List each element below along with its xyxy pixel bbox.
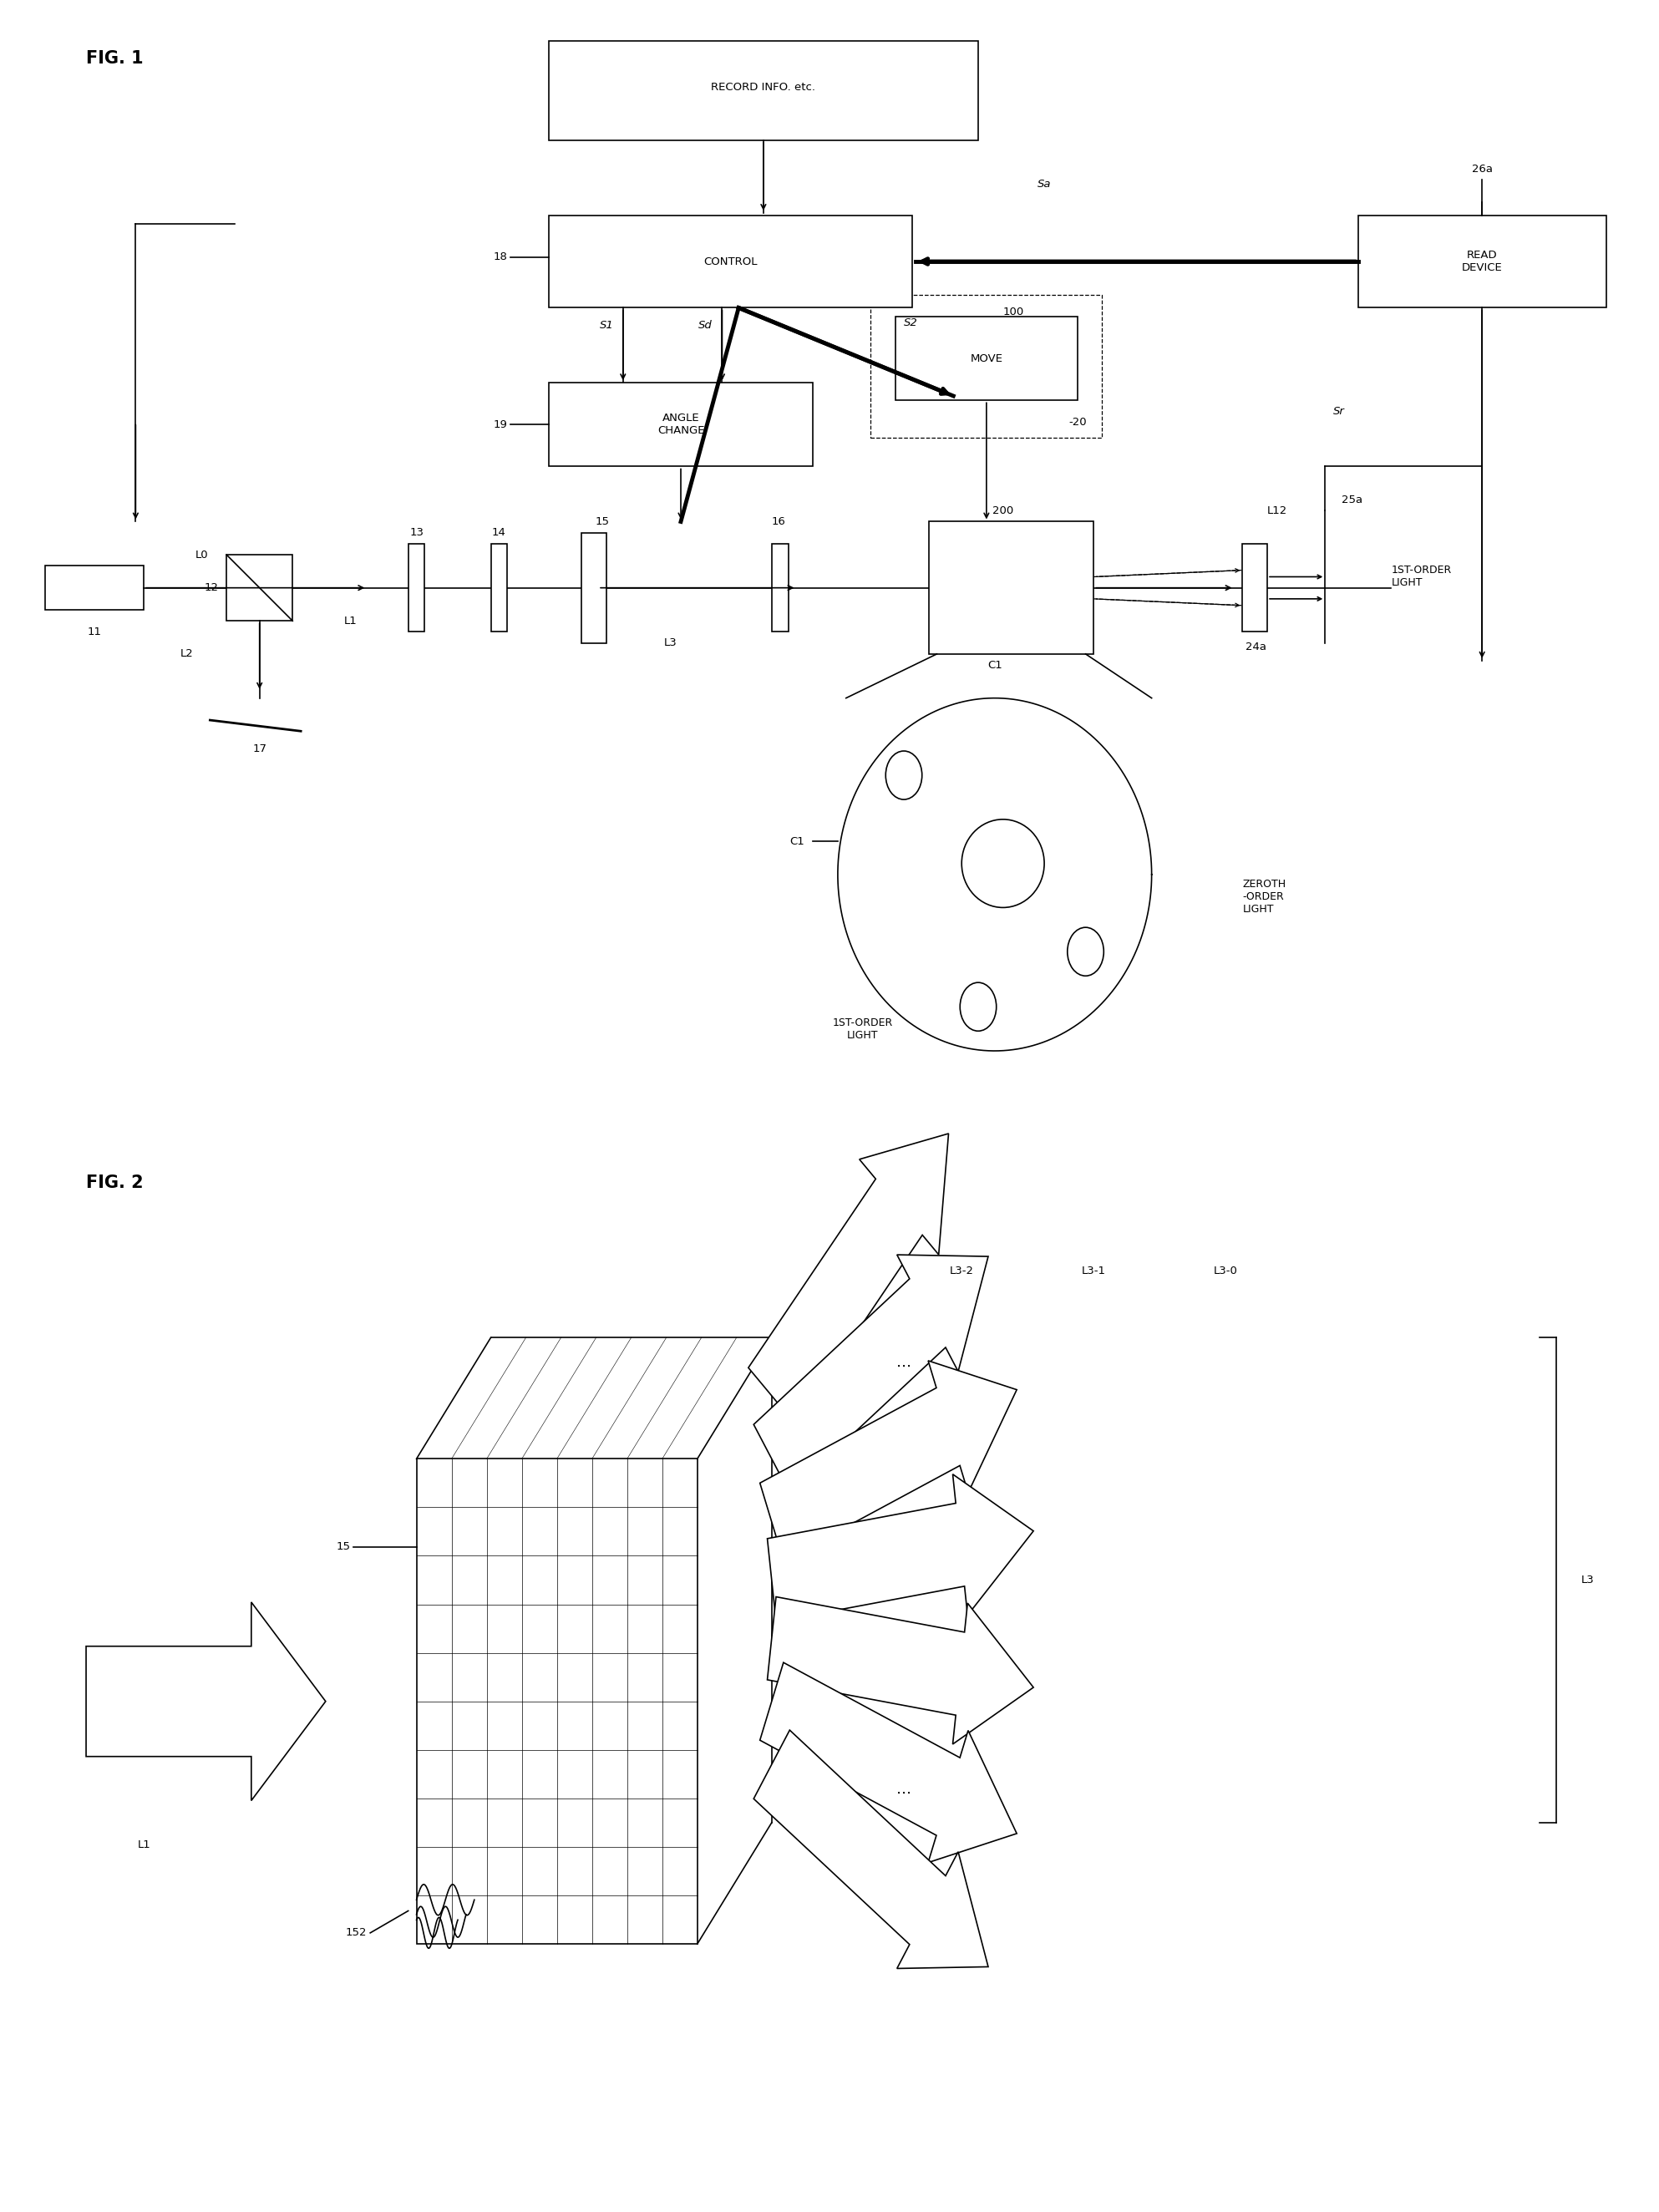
Text: Sd: Sd xyxy=(698,321,713,332)
Text: 13: 13 xyxy=(410,526,423,538)
Polygon shape xyxy=(760,1663,1017,1863)
Text: 15: 15 xyxy=(337,1542,350,1553)
Text: Sa: Sa xyxy=(1037,179,1052,190)
Circle shape xyxy=(1067,927,1103,975)
FancyBboxPatch shape xyxy=(549,383,813,467)
Text: S1: S1 xyxy=(599,321,614,332)
Text: MOVE: MOVE xyxy=(971,354,1002,365)
Text: ⋯: ⋯ xyxy=(896,1785,911,1801)
Text: 25a: 25a xyxy=(1342,493,1362,504)
Text: C1: C1 xyxy=(790,836,805,847)
Text: 152: 152 xyxy=(345,1927,367,1938)
Text: 24a: 24a xyxy=(1246,641,1266,653)
Polygon shape xyxy=(753,1254,989,1493)
Text: L0: L0 xyxy=(196,549,209,560)
FancyBboxPatch shape xyxy=(408,544,425,633)
Polygon shape xyxy=(768,1473,1034,1621)
Polygon shape xyxy=(760,1360,1017,1562)
Text: L2: L2 xyxy=(181,648,194,659)
FancyBboxPatch shape xyxy=(1359,215,1606,307)
Circle shape xyxy=(961,982,997,1031)
Text: L12: L12 xyxy=(1267,504,1287,515)
FancyBboxPatch shape xyxy=(227,555,292,622)
Text: 17: 17 xyxy=(252,743,267,754)
Text: 14: 14 xyxy=(493,526,506,538)
FancyBboxPatch shape xyxy=(549,42,979,139)
FancyBboxPatch shape xyxy=(416,1458,697,1944)
Text: L1: L1 xyxy=(138,1838,151,1849)
FancyBboxPatch shape xyxy=(491,544,508,633)
Text: ⋯: ⋯ xyxy=(896,1358,911,1374)
Text: 19: 19 xyxy=(493,420,508,429)
Text: 16: 16 xyxy=(771,515,786,526)
Text: Sr: Sr xyxy=(1334,407,1345,416)
FancyBboxPatch shape xyxy=(771,544,788,633)
Text: 11: 11 xyxy=(88,626,101,637)
Text: L3-2: L3-2 xyxy=(949,1265,974,1276)
Polygon shape xyxy=(753,1730,989,1969)
FancyBboxPatch shape xyxy=(582,533,607,644)
Text: 200: 200 xyxy=(992,504,1014,515)
Text: FIG. 2: FIG. 2 xyxy=(86,1175,143,1192)
Text: FIG. 1: FIG. 1 xyxy=(86,51,143,66)
FancyBboxPatch shape xyxy=(929,522,1093,655)
Text: S2: S2 xyxy=(904,319,917,330)
Text: L3: L3 xyxy=(1581,1575,1594,1586)
Ellipse shape xyxy=(962,818,1044,907)
FancyBboxPatch shape xyxy=(1243,544,1267,633)
Text: 1ST-ORDER
LIGHT: 1ST-ORDER LIGHT xyxy=(833,1018,893,1040)
Text: CONTROL: CONTROL xyxy=(703,257,757,268)
Text: 12: 12 xyxy=(204,582,219,593)
Text: 18: 18 xyxy=(493,252,508,263)
Text: L3-1: L3-1 xyxy=(1082,1265,1107,1276)
Text: 26a: 26a xyxy=(1472,164,1493,175)
Text: 1ST-ORDER
LIGHT: 1ST-ORDER LIGHT xyxy=(1392,564,1452,588)
Polygon shape xyxy=(768,1597,1034,1745)
Circle shape xyxy=(886,752,922,799)
Polygon shape xyxy=(748,1133,949,1425)
Text: L3: L3 xyxy=(664,637,677,648)
FancyBboxPatch shape xyxy=(549,215,912,307)
Text: ANGLE
CHANGE: ANGLE CHANGE xyxy=(657,414,705,436)
Text: -20: -20 xyxy=(1068,418,1087,427)
Text: C1: C1 xyxy=(987,659,1002,670)
Polygon shape xyxy=(86,1601,325,1801)
FancyBboxPatch shape xyxy=(896,316,1077,400)
Text: L1: L1 xyxy=(343,615,357,626)
Text: RECORD INFO. etc.: RECORD INFO. etc. xyxy=(712,82,816,93)
Text: ZEROTH
-ORDER
LIGHT: ZEROTH -ORDER LIGHT xyxy=(1243,878,1286,914)
Text: 100: 100 xyxy=(1004,307,1024,319)
Text: READ
DEVICE: READ DEVICE xyxy=(1462,250,1503,272)
Text: 15: 15 xyxy=(596,515,609,526)
Text: L3-0: L3-0 xyxy=(1214,1265,1238,1276)
FancyBboxPatch shape xyxy=(45,566,144,611)
